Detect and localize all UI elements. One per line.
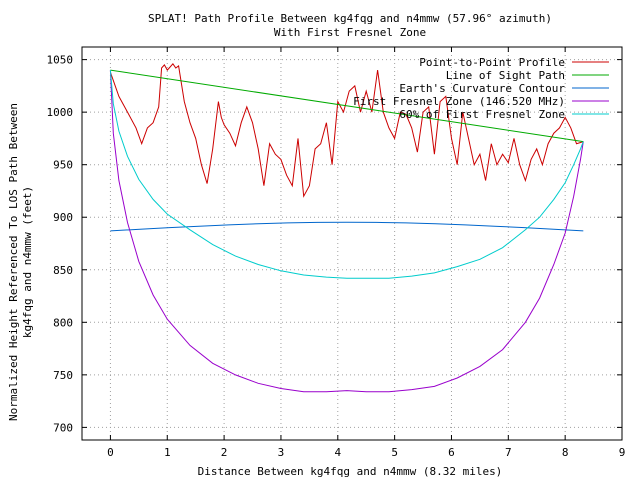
x-tick-label: 2: [221, 446, 228, 459]
x-tick-label: 6: [448, 446, 455, 459]
y-tick-label: 700: [53, 421, 73, 434]
y-tick-label: 750: [53, 369, 73, 382]
y-tick-label: 800: [53, 316, 73, 329]
x-axis-label: Distance Between kg4fqg and n4mmw (8.32 …: [198, 465, 503, 478]
axis-ticks: 0 1 2 3 4 5 6 7 8 9 700 750 800 850 900 950 1000 1050: [47, 47, 626, 459]
x-tick-label: 1: [164, 446, 171, 459]
y-tick-label: 850: [53, 264, 73, 277]
legend-item-los-label: Line of Sight Path: [446, 69, 565, 82]
x-tick-label: 4: [334, 446, 341, 459]
legend-item-fresnel-label: First Fresnel Zone (146.520 MHz): [353, 95, 565, 108]
y-tick-label: 1050: [47, 54, 74, 67]
legend-item-fresnel-60-label: 60% of First Fresnel Zone: [399, 108, 565, 121]
y-axis-label-line2: kg4fqg and n4mmw (feet): [21, 186, 34, 338]
legend-item-profile-label: Point-to-Point Profile: [419, 56, 565, 69]
y-tick-label: 900: [53, 211, 73, 224]
series-los-line: [110, 69, 584, 143]
x-tick-label: 8: [562, 446, 569, 459]
x-tick-label: 3: [278, 446, 285, 459]
series-earth-curvature-line: [110, 221, 584, 232]
y-axis-label-line1: Normalized Height Referenced To LOS Path…: [7, 103, 20, 421]
chart-title-line1: SPLAT! Path Profile Between kg4fqg and n…: [148, 12, 552, 25]
chart-title-line2: With First Fresnel Zone: [274, 26, 426, 39]
series-fresnel-zone-line: [109, 70, 584, 393]
x-tick-label: 0: [107, 446, 114, 459]
series-layer: [109, 62, 584, 393]
x-tick-label: 9: [619, 446, 626, 459]
plot-frame: [81, 46, 623, 441]
legend-item-earth-label: Earth's Curvature Contour: [399, 82, 565, 95]
y-tick-label: 950: [53, 159, 73, 172]
x-tick-label: 7: [505, 446, 512, 459]
series-profile-line: [109, 62, 584, 198]
series-fresnel-60-line: [109, 70, 584, 279]
x-tick-label: 5: [391, 446, 398, 459]
y-tick-label: 1000: [47, 106, 74, 119]
